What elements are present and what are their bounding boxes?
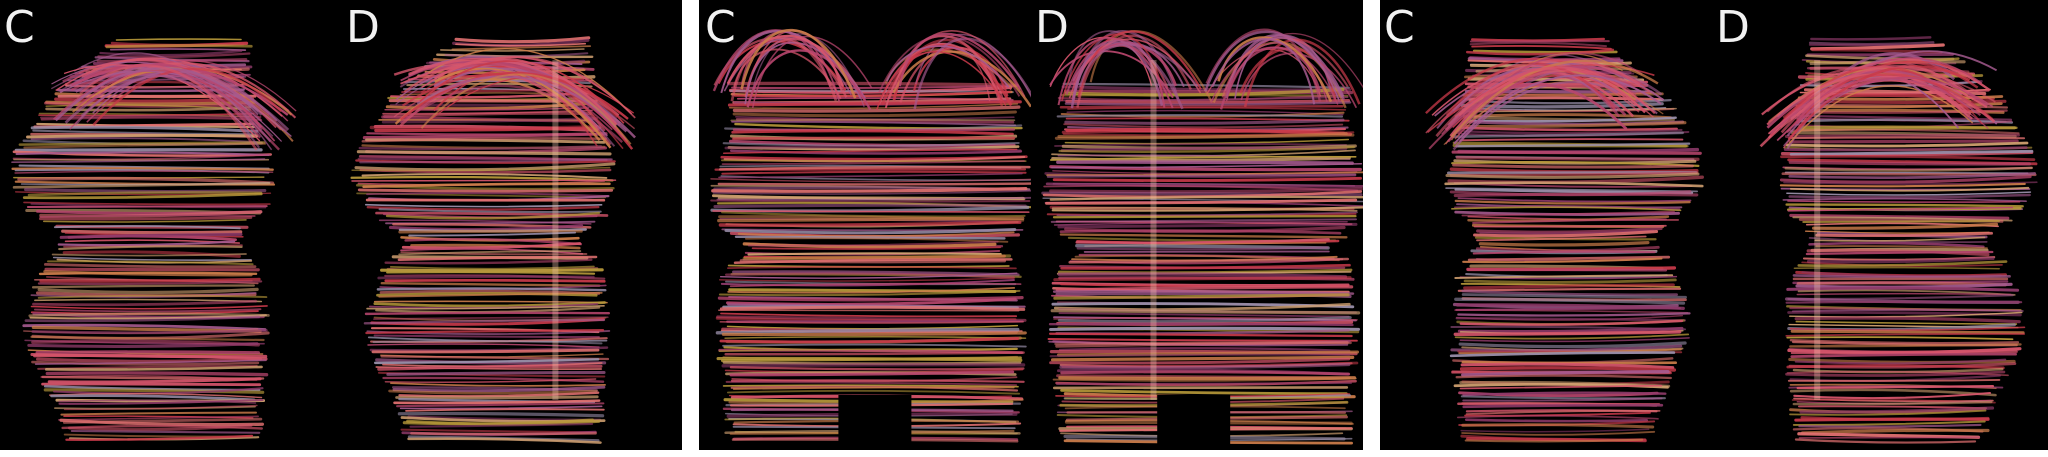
panel-group-1: C D xyxy=(0,0,682,450)
fiber-render-1d xyxy=(350,36,636,444)
fiber-render-3c xyxy=(1425,37,1704,443)
sub-panel-label-d: D xyxy=(346,2,380,53)
fiber-render-2c xyxy=(710,28,1031,450)
panel-group-2: C D xyxy=(699,0,1363,450)
sub-panel-label-c: C xyxy=(705,2,736,53)
sub-panel-label-d: D xyxy=(1716,2,1750,53)
fiber-render-1c xyxy=(11,38,297,441)
fiber-render-2d xyxy=(1041,28,1363,450)
panel-group-3: C D xyxy=(1380,0,2048,450)
fiber-render-3d xyxy=(1759,36,2038,444)
sub-panel-label-c: C xyxy=(4,2,35,53)
sub-panel-label-c: C xyxy=(1384,2,1415,53)
sub-panel-label-d: D xyxy=(1035,2,1069,53)
bottom-rule xyxy=(0,450,2048,457)
